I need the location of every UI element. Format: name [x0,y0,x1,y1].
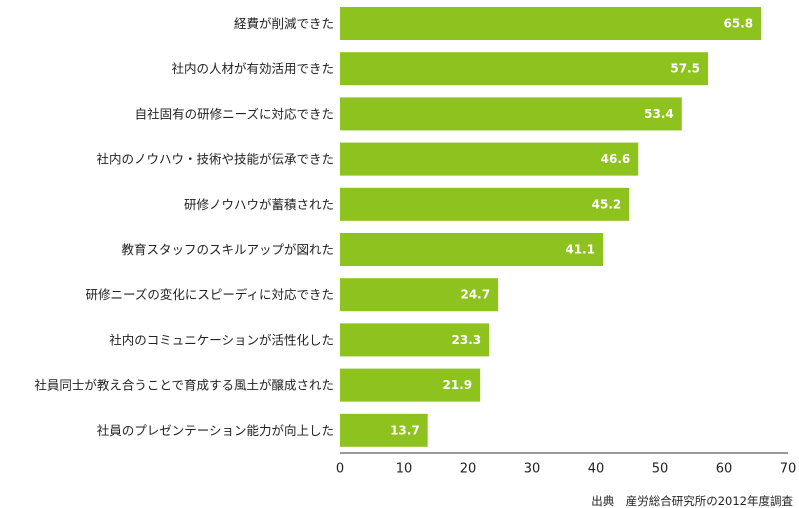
source-note: 出典 産労総合研究所の2012年度調査 [591,494,793,508]
bar [340,233,604,266]
data-label: 13.7 [390,423,420,437]
bar [340,52,708,86]
data-label: 24.7 [460,288,490,302]
x-tick-label: 40 [588,462,605,477]
category-label: 社員のプレゼンテーション能力が向上した [97,423,334,438]
x-tick-label: 20 [460,462,477,477]
category-label: 研修ノウハウが蓄積された [184,197,334,212]
category-label: 経費が削減できた [234,16,334,31]
category-label: 自社固有の研修ニーズに対応できた [135,106,334,121]
data-label: 46.6 [601,152,631,166]
category-label: 教育スタッフのスキルアップが図れた [121,242,334,257]
data-label: 65.8 [724,17,754,31]
x-tick-label: 0 [336,462,344,477]
bar [340,187,630,221]
category-label: 社員同士が教え合うことで育成する風土が醸成された [34,378,334,393]
x-tick-label: 10 [396,462,413,477]
data-label: 21.9 [443,378,473,392]
x-tick-label: 60 [716,462,733,477]
data-label: 41.1 [565,243,595,257]
bar [340,97,682,131]
data-label: 57.5 [670,62,700,76]
bar [340,7,762,40]
x-tick-label: 30 [524,462,541,477]
data-label: 23.3 [452,333,482,347]
category-label: 社内の人材が有効活用できた [171,61,334,76]
bar [340,278,499,312]
data-label: 45.2 [592,197,622,211]
x-tick-label: 70 [780,462,797,477]
bar [340,368,481,402]
category-label: 研修ニーズの変化にスピーディに対応できた [85,287,334,302]
bar [340,142,639,176]
data-label: 53.4 [644,107,674,121]
category-label: 社内のノウハウ・技術や技能が伝承できた [96,152,334,167]
category-label: 社内のコミュニケーションが活性化した [109,332,334,347]
x-tick-label: 50 [652,462,669,477]
bar [340,413,428,447]
bar [340,323,490,357]
